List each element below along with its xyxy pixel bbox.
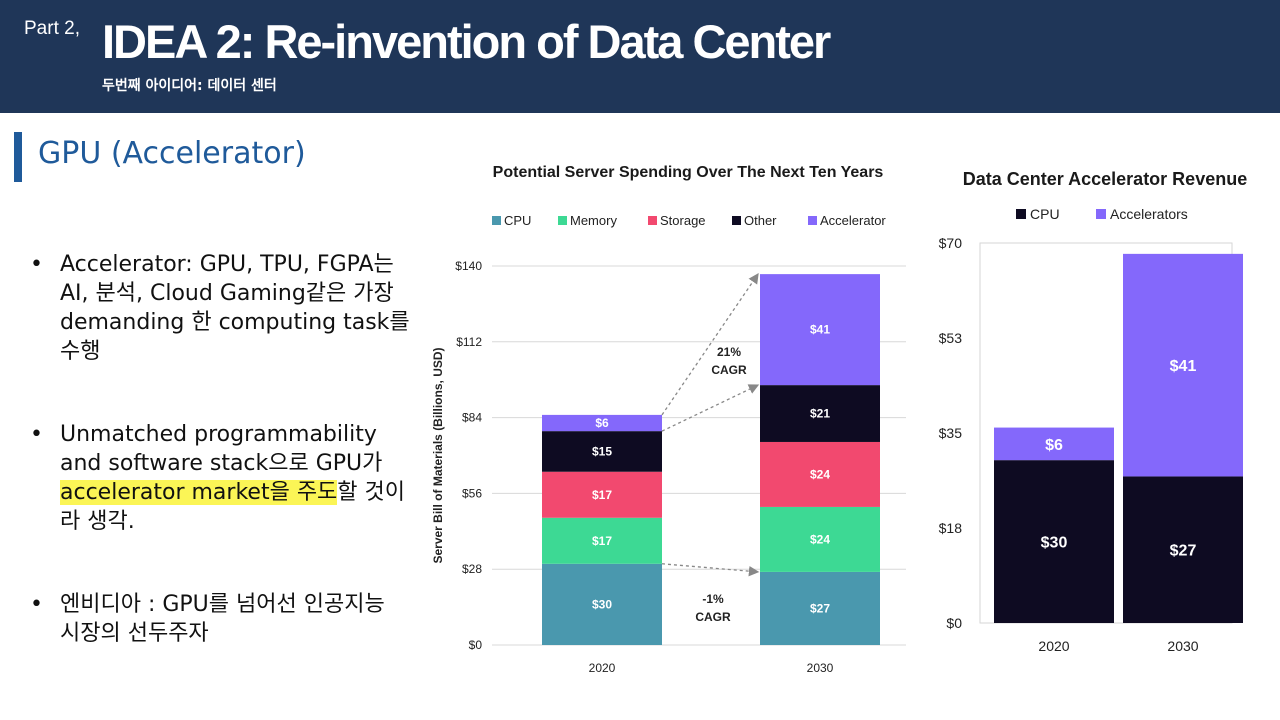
server-spending-chart: CPU Memory Storage Other Accelerator $0 $28 $56… bbox=[431, 213, 906, 675]
y-tick-label: $140 bbox=[455, 259, 482, 273]
bar-segment bbox=[760, 571, 880, 645]
chart1-title: Potential Server Spending Over The Next … bbox=[492, 164, 884, 181]
x-tick-label: 2030 bbox=[807, 661, 834, 675]
legend-swatch bbox=[492, 216, 501, 225]
bullet-text: Accelerator: GPU, TPU, FGPA는 AI, 분석, Clo… bbox=[60, 252, 410, 364]
bar-segment bbox=[542, 517, 662, 564]
data-label: $15 bbox=[592, 444, 612, 458]
growth-arrow bbox=[661, 273, 759, 416]
data-label: $17 bbox=[592, 534, 612, 548]
y-tick-label: $56 bbox=[462, 486, 482, 500]
legend-swatch bbox=[648, 216, 657, 225]
legend-label: CPU bbox=[1030, 206, 1060, 222]
x-tick-label: 2020 bbox=[589, 661, 616, 675]
section-accent-bar bbox=[14, 132, 22, 182]
data-label: $17 bbox=[592, 488, 612, 502]
bar-segment bbox=[994, 427, 1114, 461]
y-tick-label: $84 bbox=[462, 411, 482, 425]
bullet-text: 엔비디아 : GPU를 넘어선 인공지능 시장의 선두주자 bbox=[60, 592, 385, 646]
y-tick-label: $18 bbox=[939, 520, 963, 536]
legend-swatch bbox=[808, 216, 817, 225]
data-label: $24 bbox=[810, 532, 830, 546]
data-label: $6 bbox=[595, 416, 609, 430]
bullet-text: Unmatched programmability and software s… bbox=[60, 422, 383, 476]
y-tick-label: $0 bbox=[946, 615, 962, 631]
legend-swatch bbox=[732, 216, 741, 225]
bar-segment bbox=[760, 274, 880, 386]
bar-segment bbox=[542, 431, 662, 472]
data-label: $24 bbox=[810, 467, 830, 481]
bar-segment bbox=[1123, 476, 1243, 623]
legend-label: Memory bbox=[570, 213, 617, 228]
accelerator-revenue-chart: CPU Accelerators $0 $18 $35 $53 $70 $30 $6 2020 $2… bbox=[939, 206, 1243, 654]
bullet-text: 할 것이라 생각. bbox=[60, 480, 406, 534]
y-tick-label: $35 bbox=[939, 425, 963, 441]
data-label: $41 bbox=[810, 323, 830, 337]
legend-label: CPU bbox=[504, 213, 531, 228]
cagr-annotation: -1% bbox=[702, 592, 724, 606]
legend-label: Accelerator bbox=[820, 213, 886, 228]
highlighted-text: accelerator market을 주도 bbox=[60, 480, 338, 505]
x-tick-label: 2030 bbox=[1167, 638, 1198, 654]
bar-segment bbox=[542, 471, 662, 518]
slide-title: IDEA 2: Re-invention of Data Center bbox=[102, 15, 831, 68]
legend-label: Other bbox=[744, 213, 777, 228]
bar-segment bbox=[1123, 253, 1243, 477]
y-tick-label: $112 bbox=[456, 335, 482, 349]
legend-label: Storage bbox=[660, 213, 706, 228]
data-label: $41 bbox=[1170, 358, 1197, 375]
bullet-item: Unmatched programmability and software s… bbox=[30, 420, 410, 536]
part-label: Part 2, bbox=[24, 18, 80, 39]
bullet-item: 엔비디아 : GPU를 넘어선 인공지능 시장의 선두주자 bbox=[30, 590, 410, 648]
legend-swatch bbox=[558, 216, 567, 225]
bar-segment bbox=[760, 441, 880, 507]
bar-segment bbox=[760, 506, 880, 572]
chart2-title: Data Center Accelerator Revenue bbox=[962, 169, 1248, 189]
data-label: $6 bbox=[1045, 437, 1063, 454]
y-tick-label: $70 bbox=[939, 235, 963, 251]
cagr-annotation: CAGR bbox=[711, 363, 747, 377]
data-label: $30 bbox=[1041, 535, 1068, 552]
bar-segment bbox=[760, 385, 880, 442]
data-label: $30 bbox=[592, 597, 612, 611]
data-label: $21 bbox=[810, 407, 830, 421]
y-axis-label: Server Bill of Materials (Billions, USD) bbox=[431, 347, 445, 563]
legend-label: Accelerators bbox=[1110, 206, 1188, 222]
section-title: GPU (Accelerator) bbox=[38, 136, 306, 171]
growth-arrow bbox=[661, 563, 760, 577]
legend-swatch bbox=[1016, 209, 1026, 219]
growth-arrow bbox=[661, 384, 760, 432]
slide-subtitle: 두번째 아이디어: 데이터 센터 bbox=[102, 78, 277, 94]
y-tick-label: $28 bbox=[462, 562, 482, 576]
y-tick-label: $53 bbox=[939, 330, 963, 346]
bar-segment bbox=[542, 563, 662, 645]
bullet-item: Accelerator: GPU, TPU, FGPA는 AI, 분석, Clo… bbox=[30, 250, 410, 366]
cagr-annotation: CAGR bbox=[695, 610, 731, 624]
y-tick-label: $0 bbox=[469, 638, 483, 652]
x-tick-label: 2020 bbox=[1038, 638, 1069, 654]
data-label: $27 bbox=[1170, 543, 1197, 560]
bar-segment bbox=[542, 414, 662, 432]
header-banner: Part 2, IDEA 2: Re-invention of Data Cen… bbox=[0, 0, 1280, 113]
data-label: $27 bbox=[810, 601, 830, 615]
bar-segment bbox=[994, 460, 1114, 623]
cagr-annotation: 21% bbox=[717, 345, 741, 359]
legend-swatch bbox=[1096, 209, 1106, 219]
